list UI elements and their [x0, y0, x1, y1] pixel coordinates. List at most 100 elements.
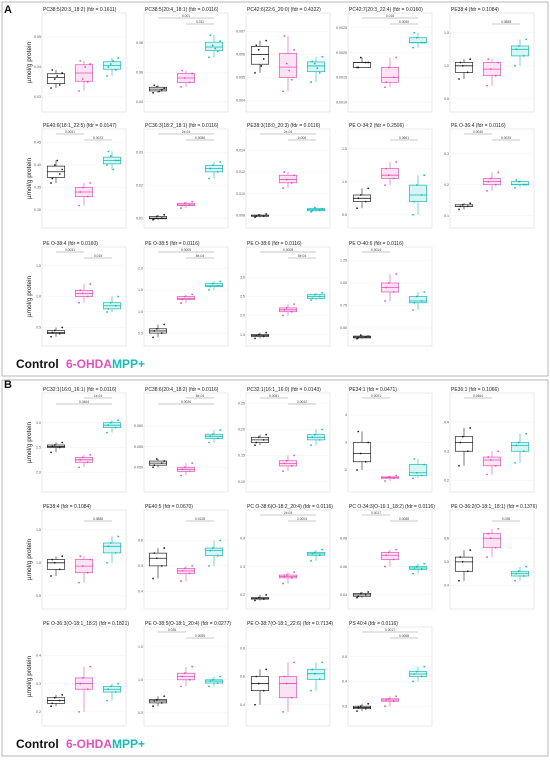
data-point	[385, 554, 388, 557]
data-point	[219, 40, 222, 42]
data-point	[180, 474, 182, 477]
legend-mpp: MPP+	[112, 737, 145, 751]
data-point	[412, 477, 414, 480]
p-value-label: 8e-04	[196, 394, 205, 398]
data-point	[160, 88, 163, 91]
y-tick-label: 0.2	[240, 593, 245, 597]
data-point	[61, 441, 64, 444]
y-tick-label: 0.007	[236, 30, 245, 34]
data-point	[489, 68, 492, 70]
data-point	[84, 66, 87, 68]
data-point	[311, 552, 314, 555]
data-point	[321, 207, 324, 210]
data-point	[107, 307, 110, 310]
data-point	[318, 678, 321, 681]
data-point	[392, 558, 395, 561]
data-point	[282, 187, 284, 190]
boxplot-panel: PE O-36:3(O-18:1_18:2) (fdr = 0.1821) 0.2…	[26, 621, 129, 727]
p-value-label: 0.0091	[371, 394, 381, 398]
data-point	[522, 575, 525, 577]
data-point	[423, 41, 426, 44]
y-tick-label: 0.0010	[336, 100, 347, 104]
data-point	[413, 31, 416, 34]
data-point	[257, 48, 260, 51]
data-point	[384, 86, 386, 89]
data-point	[209, 167, 212, 170]
data-point	[152, 91, 154, 94]
data-point	[311, 60, 314, 63]
data-point	[387, 697, 390, 700]
data-point	[413, 567, 416, 569]
data-point	[290, 78, 293, 81]
p-value-label: 0.001	[182, 14, 190, 18]
data-point	[208, 441, 210, 444]
y-tick-label: 0.055	[134, 445, 143, 449]
box-control	[46, 559, 66, 570]
data-point	[78, 710, 80, 713]
data-point	[181, 468, 184, 471]
boxplot-panel: PC38:6(20:4_18:2) (fdr = 0.0116) 0.050 0.0…	[134, 387, 229, 493]
panel-title: PE O-38:5 (fdr = 0.0116)	[145, 241, 200, 247]
data-point	[79, 458, 82, 461]
panel-a-label: A	[4, 4, 12, 16]
data-point	[514, 579, 516, 582]
data-point	[364, 707, 367, 710]
data-point	[107, 424, 110, 427]
p-value-label: 0.0005	[181, 248, 191, 252]
data-point	[392, 700, 395, 703]
data-point	[367, 591, 370, 593]
p-value-label: 0.0017	[371, 511, 381, 515]
data-point	[293, 571, 296, 574]
data-point	[160, 462, 163, 465]
data-point	[211, 164, 214, 167]
data-point	[313, 206, 316, 209]
data-point	[458, 208, 460, 211]
y-tick-label: 0.5	[138, 331, 143, 335]
boxplot-panel: PC36:3(18:2_18:1) (fdr = 0.0116) 0.01 0.02…	[136, 123, 229, 229]
data-point	[109, 301, 112, 304]
data-point	[89, 665, 92, 668]
boxplot-panel: PE O-38:4 (fdr = 0.0160) 0.5 1.0 1.5 µmol/g …	[26, 241, 127, 347]
y-tick-label: 0.1	[444, 214, 449, 218]
data-point	[216, 682, 219, 684]
p-value-label: 0.016	[386, 14, 394, 18]
data-point	[255, 44, 258, 47]
data-point	[181, 204, 184, 207]
data-point	[50, 182, 52, 184]
data-point	[283, 308, 286, 311]
data-point	[107, 66, 110, 68]
y-tick-label: 0.4	[240, 536, 245, 540]
data-point	[318, 295, 321, 298]
y-axis-label: µmol/g protein	[26, 421, 33, 463]
data-point	[180, 207, 182, 210]
data-point	[356, 337, 358, 340]
plot-area	[41, 392, 127, 493]
panel-title: PE O-38:5(O-18:1_20:4) (fdr = 0.0277)	[145, 621, 231, 627]
box-mpp	[510, 45, 530, 57]
data-point	[466, 71, 469, 74]
data-point	[290, 696, 293, 699]
data-point	[359, 334, 362, 337]
box-6ohda	[176, 296, 196, 300]
panel-b-frame	[1, 379, 549, 757]
data-point	[155, 557, 158, 560]
y-axis-label: µmol/g protein	[26, 538, 33, 580]
data-point	[117, 295, 120, 298]
data-point	[208, 177, 210, 180]
box-mpp	[204, 41, 224, 52]
data-point	[285, 459, 288, 462]
p-value-label: 0.0661	[399, 136, 409, 140]
y-tick-label: 0.15	[238, 454, 245, 458]
data-point	[517, 180, 520, 183]
y-tick-label: 0.060	[134, 424, 143, 428]
data-point	[188, 81, 191, 84]
data-point	[395, 548, 398, 551]
data-point	[413, 458, 416, 460]
data-point	[219, 429, 222, 432]
p-value-label: 2e-04	[284, 511, 293, 515]
data-point	[208, 289, 210, 291]
boxplot-panel: PC O-38:6(O-18:2_20:4) (fdr = 0.0116) 0.2…	[240, 504, 333, 610]
data-point	[459, 205, 462, 208]
panel-title: PE38:4 (fdr = 0.1084)	[451, 7, 499, 13]
panel-title: PC42:7(20:3_22:4) (fdr = 0.0160)	[349, 7, 423, 13]
